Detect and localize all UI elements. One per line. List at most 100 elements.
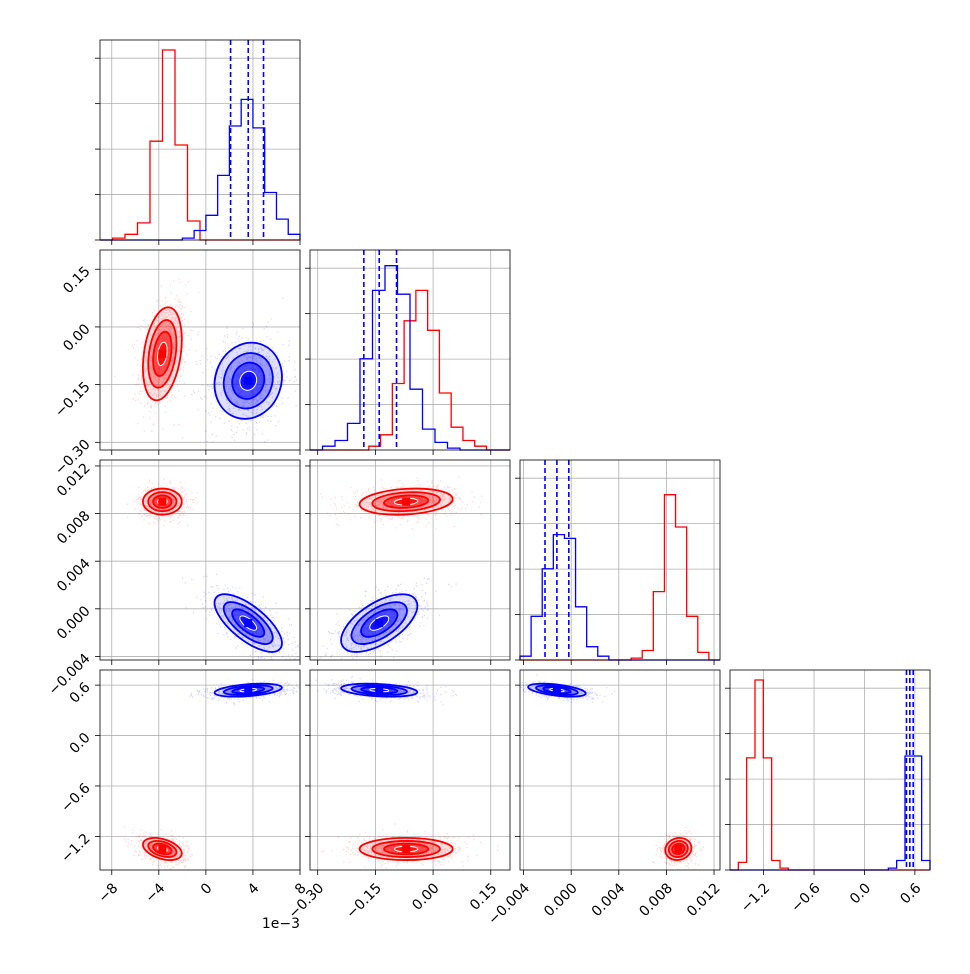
contour-line-0 [371,491,441,513]
contour-line-1 [222,601,274,645]
scatter-panel-2-1 [309,459,511,661]
histogram-blue [519,533,720,661]
axes-frame [519,669,721,871]
density-peak-1 [375,619,384,628]
x-tick-label: 0 [198,880,216,898]
axes-frame [729,669,931,871]
y-tick-label: −0.15 [52,379,94,421]
axes-frame [99,249,301,451]
scatter-panel-3-2 [519,669,721,871]
density-peak-0 [158,497,167,506]
scatter-panel-2-0 [99,459,301,661]
density-peak-1 [244,686,253,695]
y-tick-label: 0.00 [60,321,93,354]
contour-line-0 [147,319,178,389]
contour-line-1 [535,684,579,696]
x-tick-label: 0.012 [684,880,724,920]
contour-line-1 [222,352,274,410]
axes-frame [519,459,721,661]
y-tick-label: 0.15 [60,264,93,297]
axes-frame [309,459,511,661]
histogram-blue [100,98,301,241]
contour-line-0 [358,836,454,861]
contour-line-0 [147,491,178,513]
x-tick-label: −0.15 [343,880,385,922]
y-tick-label: 0.0 [67,730,94,757]
x-tick-label: −1.2 [738,880,773,915]
y-tick-label: 0.000 [54,603,94,643]
density-peak-0 [402,497,411,506]
x-tick-label: 0.004 [589,880,629,920]
scatter-panel-3-1 [309,669,511,871]
y-tick-label: 0.004 [54,555,94,595]
contour-line-0 [664,836,693,861]
contour-line-0 [152,330,173,377]
scatter-points-0 [114,278,200,432]
histogram-panel-2 [519,459,721,661]
x-tick-label: 0.000 [541,880,581,920]
x-tick-label: 0.0 [847,880,874,907]
panel-content [520,674,705,870]
density-peak-0 [402,844,411,853]
contour-line-1 [340,682,419,698]
histogram-panel-0 [99,39,301,241]
density-peak-1 [244,376,253,385]
contour-line-0 [142,836,183,861]
x-offset-label: 1e−3 [262,916,300,932]
y-tick-label: 0.008 [54,508,94,548]
contour-line-0 [671,842,686,856]
y-tick-label: −0.6 [58,780,93,815]
axes-frame [99,669,301,871]
panel-content [315,676,499,869]
contour-line-1 [231,361,266,400]
contour-line-0 [383,494,430,509]
histogram-red [730,679,930,871]
contour-line-1 [213,593,283,653]
contour-line-0 [358,487,454,516]
panel-content [310,476,483,660]
histogram-red [520,494,720,661]
contour-line-0 [667,840,689,858]
histogram-panel-1 [309,249,511,451]
contour-line-1 [360,608,399,638]
x-tick-label: −8 [95,880,121,906]
histogram-blue [730,755,931,871]
density-peak-0 [158,844,167,853]
scatter-panel-3-0 [99,669,301,871]
contour-line-1 [527,682,587,698]
density-peak-1 [375,686,384,695]
contour-line-1 [231,608,266,638]
axes-frame [99,39,301,241]
histogram-red [100,49,300,241]
x-tick-label: −4 [143,880,169,906]
contour-line-0 [147,840,178,858]
contour-line-1 [340,593,419,653]
density-peak-1 [244,619,253,628]
x-tick-label: 0.00 [409,880,442,913]
scatter-panel-1-0 [99,249,301,451]
x-tick-label: 0.008 [636,880,676,920]
density-peak-0 [158,349,167,358]
contour-line-1 [222,684,274,696]
x-tick-label: 4 [245,880,263,898]
y-tick-label: −1.2 [58,831,93,866]
panel-content [123,679,300,870]
contour-line-1 [350,601,408,645]
density-peak-0 [674,844,683,853]
density-peak-1 [552,686,561,695]
histogram-panel-3 [729,669,931,871]
contour-line-0 [142,306,183,402]
contour-line-0 [371,840,441,858]
contour-line-0 [383,842,430,856]
scatter-points-0 [310,476,483,530]
contour-line-0 [152,494,173,509]
contour-line-1 [213,682,283,698]
contour-line-0 [152,842,173,856]
x-tick-label: −0.6 [788,880,823,915]
contour-line-1 [213,341,283,420]
histogram-blue [310,265,510,451]
panel-content [114,278,297,443]
panel-content [126,478,299,660]
